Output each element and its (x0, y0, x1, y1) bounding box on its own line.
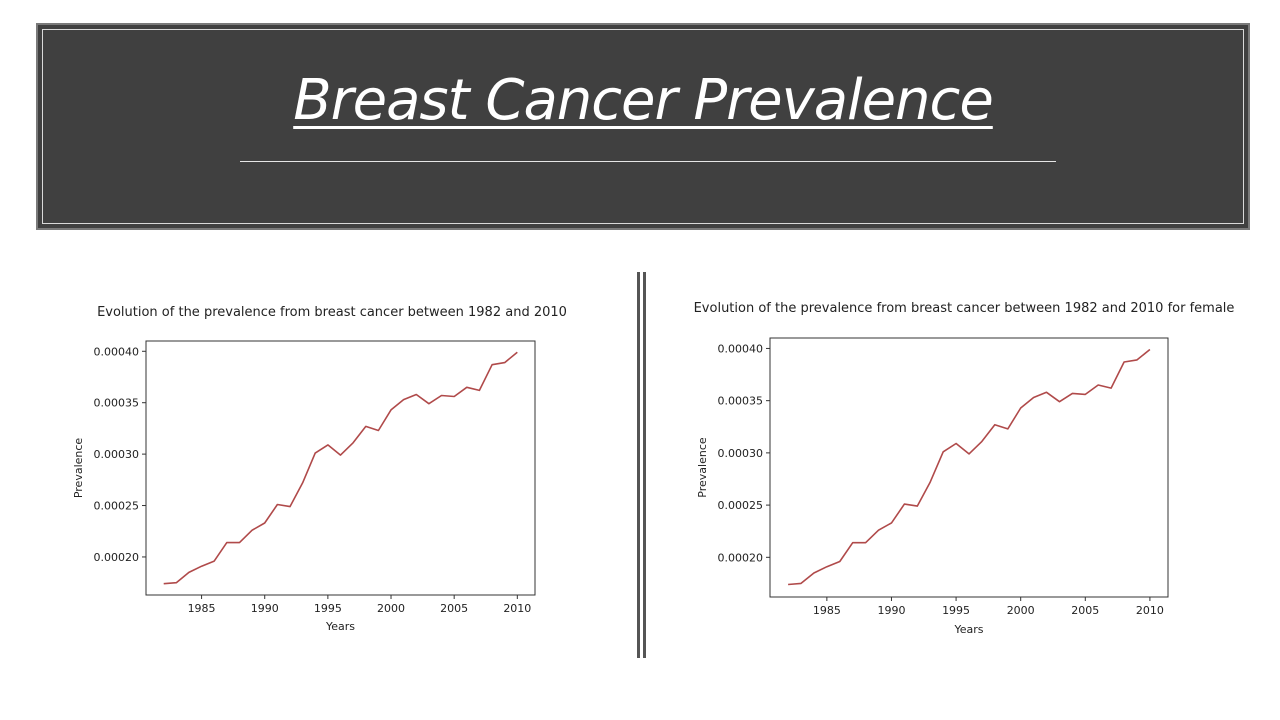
title-rule (240, 161, 1056, 162)
y-tick-label: 0.00020 (94, 551, 140, 564)
plot-frame (769, 337, 1169, 598)
y-tick-label: 0.00030 (718, 447, 764, 460)
y-tick-label: 0.00040 (94, 345, 140, 358)
chart-female: Evolution of the prevalence from breast … (694, 301, 1235, 636)
x-tick-label: 1995 (314, 602, 342, 615)
x-tick-label: 2000 (377, 602, 405, 615)
x-tick-label: 2010 (1136, 604, 1164, 617)
x-tick-label: 2000 (1007, 604, 1035, 617)
x-tick-label: 2005 (440, 602, 468, 615)
x-tick-label: 2010 (503, 602, 531, 615)
y-tick-label: 0.00020 (718, 551, 764, 564)
chart-overall: Evolution of the prevalence from breast … (72, 305, 567, 633)
y-axis-label: Prevalence (696, 437, 709, 498)
chart-title: Evolution of the prevalence from breast … (97, 305, 567, 320)
y-tick-label: 0.00035 (718, 395, 764, 408)
y-tick-label: 0.00025 (94, 500, 140, 513)
y-tick-label: 0.00030 (94, 448, 140, 461)
title-banner: Breast Cancer Prevalence (36, 23, 1250, 230)
slide-title-text: Breast Cancer Prevalence (293, 68, 994, 133)
x-axis-label: Years (953, 623, 983, 636)
x-tick-label: 1990 (251, 602, 279, 615)
banner-inner-border: Breast Cancer Prevalence (42, 29, 1244, 224)
y-tick-label: 0.00040 (718, 342, 764, 355)
divider-left-line (637, 272, 640, 658)
x-tick-label: 2005 (1071, 604, 1099, 617)
series-line (163, 351, 518, 585)
x-tick-label: 1995 (942, 604, 970, 617)
x-tick-label: 1985 (813, 604, 841, 617)
y-tick-label: 0.00035 (94, 397, 140, 410)
y-axis-label: Prevalence (72, 438, 85, 499)
x-tick-label: 1990 (877, 604, 905, 617)
plot-frame (145, 340, 536, 596)
divider-right-line (643, 272, 646, 658)
slide-title: Breast Cancer Prevalence (43, 68, 1243, 133)
chart-title: Evolution of the prevalence from breast … (694, 301, 1235, 316)
y-tick-label: 0.00025 (718, 499, 764, 512)
x-axis-label: Years (325, 620, 355, 633)
series-line (788, 348, 1151, 586)
x-tick-label: 1985 (188, 602, 216, 615)
